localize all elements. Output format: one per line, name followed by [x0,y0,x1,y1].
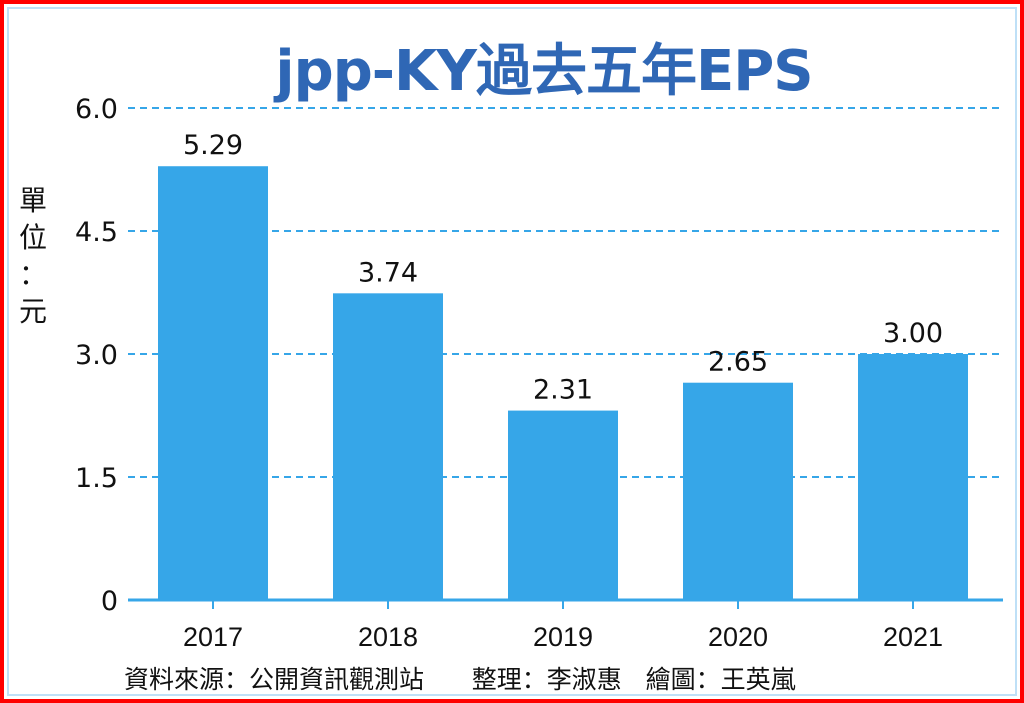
data-label: 5.29 [183,130,243,161]
data-label: 3.74 [358,257,418,288]
x-tick-label: 2020 [708,622,768,652]
x-tick-label: 2021 [883,622,943,652]
x-tick-label: 2019 [533,622,593,652]
y-tick-label: 1.5 [75,463,118,494]
bar-2021 [858,354,968,600]
bar-2020 [683,382,793,600]
source-credit: 資料來源：公開資訊觀測站 [124,665,425,694]
bar-2019 [508,410,618,600]
bar-2017 [158,166,268,600]
data-label: 3.00 [883,318,943,349]
data-label: 2.65 [708,347,768,378]
y-axis-unit-label: 單位：元 [18,184,47,328]
data-label: 2.31 [533,375,593,406]
y-tick-label: 6.0 [75,94,118,125]
x-tick-label: 2017 [183,622,243,652]
editor-credit: 整理：李淑惠 [471,665,622,694]
y-tick-label: 0 [101,586,118,617]
artist-credit: 繪圖：王英嵐 [645,665,796,694]
y-tick-label: 3.0 [75,340,118,371]
bar-chart: 0 1.5 3.0 4.5 6.0 5.29 2017 3.74 2018 2.31 2019 2.6… [75,94,1003,652]
bar-2018 [333,293,443,600]
x-tick-label: 2018 [358,622,418,652]
chart-title: jpp-KY過去五年EPS [275,39,813,104]
inner-border [7,7,1017,696]
chart-footer: 資料來源：公開資訊觀測站 整理：李淑惠 繪圖：王英嵐 [124,660,796,696]
y-tick-label: 4.5 [75,217,118,248]
